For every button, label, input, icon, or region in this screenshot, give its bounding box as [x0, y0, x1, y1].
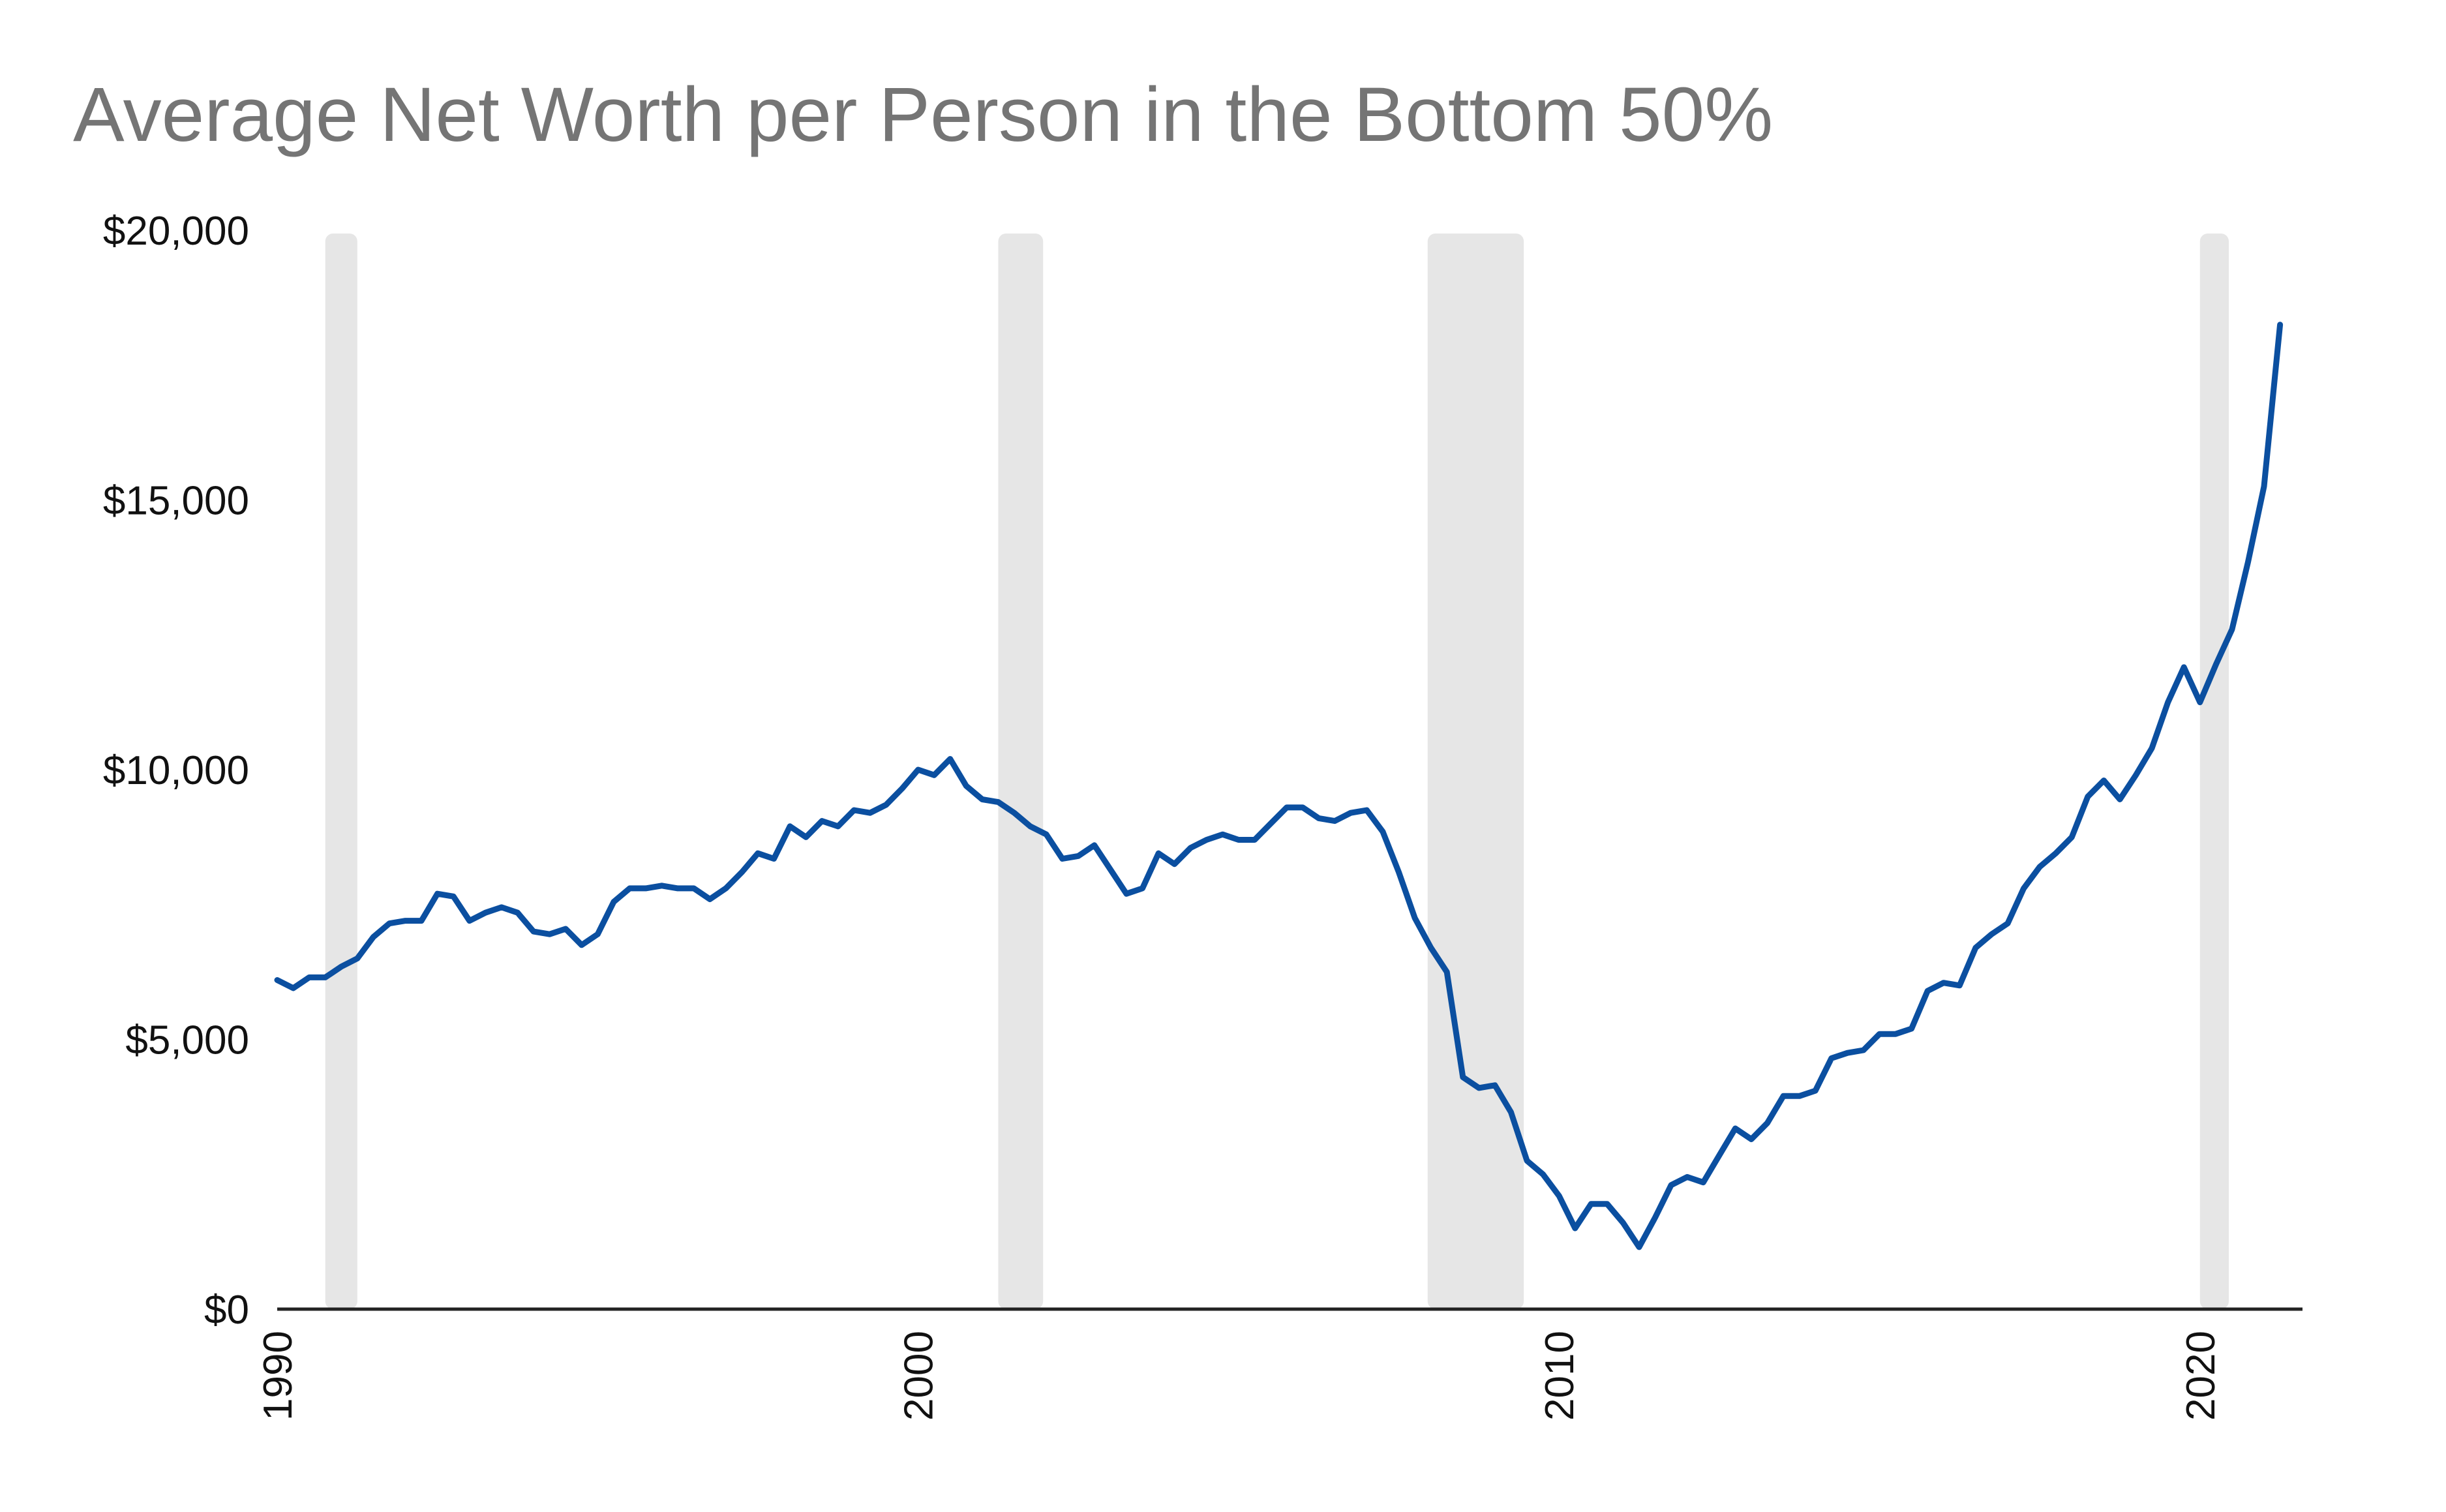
y-tick-label: $0: [204, 1288, 249, 1333]
x-tick-label: 2010: [1537, 1331, 1582, 1421]
y-tick-label: $20,000: [103, 209, 249, 254]
recession-band-0: [325, 234, 357, 1309]
y-tick-label: $15,000: [103, 479, 249, 524]
recession-band-1: [998, 234, 1044, 1309]
chart-title: Average Net Worth per Person in the Bott…: [73, 72, 1774, 158]
x-tick-label: 2020: [2179, 1331, 2224, 1421]
series-layer: [274, 322, 2284, 1250]
recession-band-2: [1427, 234, 1524, 1309]
y-tick-label: $5,000: [125, 1018, 249, 1063]
x-tick-label: 1990: [256, 1331, 301, 1421]
recession-bands: [325, 234, 2229, 1309]
y-tick-label: $10,000: [103, 748, 249, 793]
x-axis-ticks: 1990 2000 2010 2020: [256, 1331, 2224, 1421]
x-tick-label: 2000: [897, 1331, 942, 1421]
recession-band-3: [2199, 234, 2229, 1309]
series-line-0: [274, 322, 2284, 1250]
y-axis-ticks: $0 $5,000 $10,000 $15,000 $20,000: [103, 209, 249, 1333]
